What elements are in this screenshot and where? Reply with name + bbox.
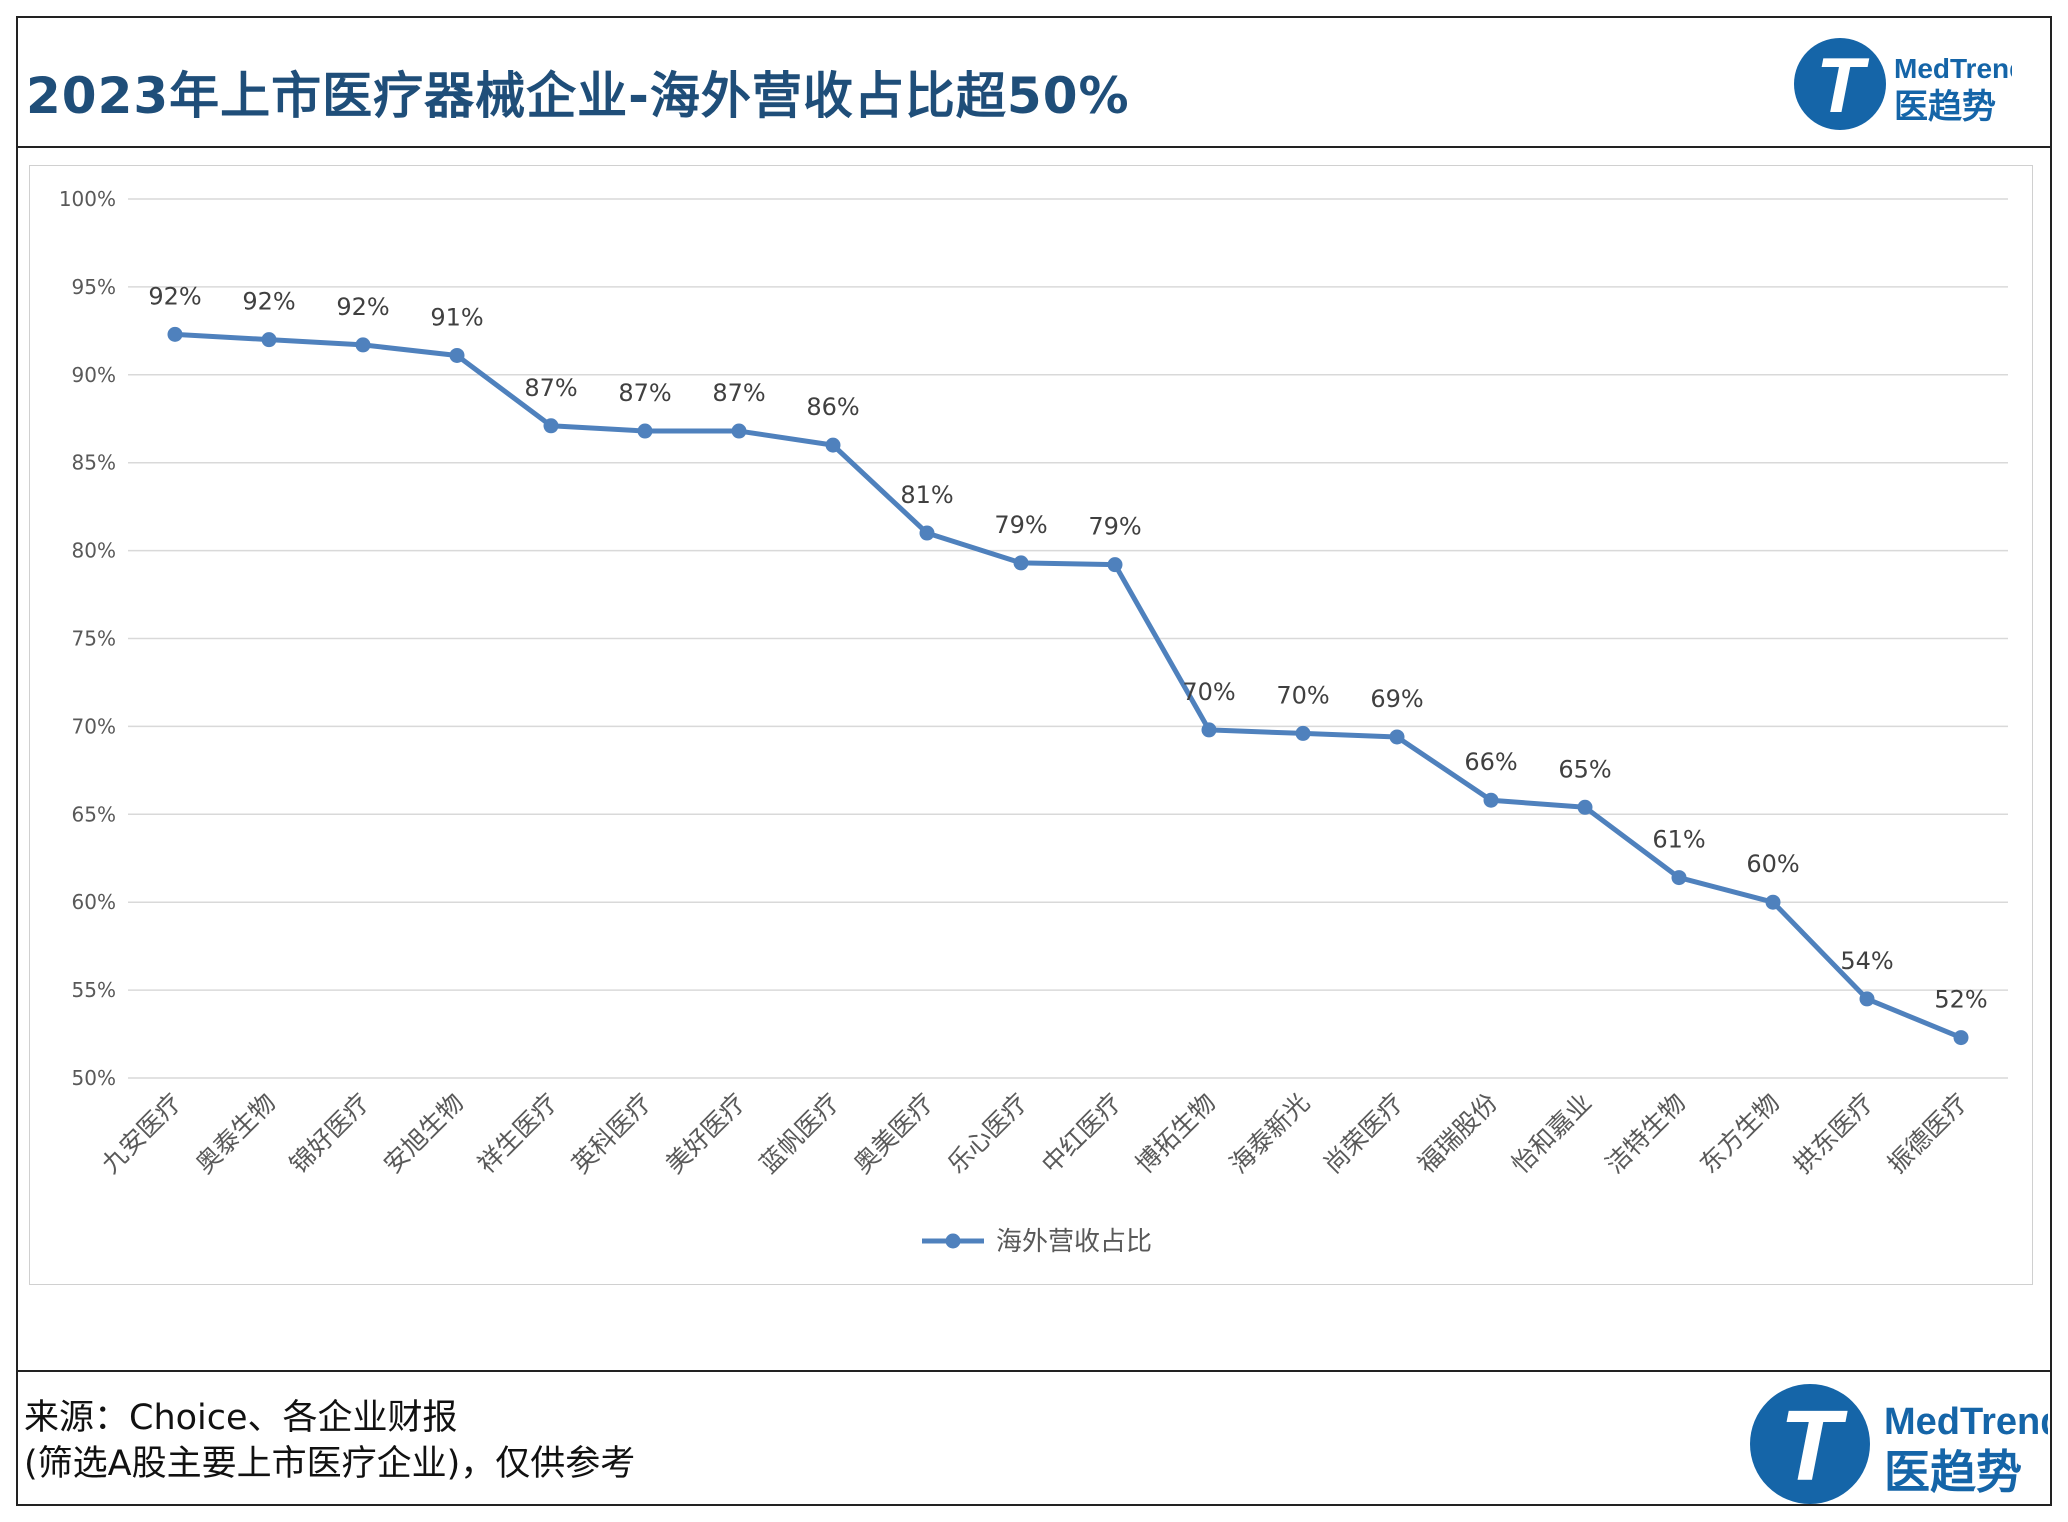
data-point	[1671, 870, 1687, 886]
header: 2023年上市医疗器械企业-海外营收占比超50% T MedTrend 医趋势	[16, 16, 2052, 148]
legend-label: 海外营收占比	[996, 1227, 1152, 1257]
source-note: 来源：Choice、各企业财报 (筛选A股主要上市医疗企业)，仅供参考	[24, 1395, 635, 1487]
data-label: 66%	[1464, 748, 1517, 776]
x-tick-label: 九安医疗	[96, 1088, 187, 1179]
data-point	[355, 337, 371, 353]
data-label: 60%	[1746, 850, 1799, 878]
data-point	[825, 437, 841, 453]
data-point	[1013, 555, 1029, 571]
data-label: 79%	[994, 511, 1047, 539]
x-tick-label: 怡和嘉业	[1506, 1088, 1597, 1179]
series-line	[174, 331, 1962, 1040]
x-tick-label: 安旭生物	[378, 1088, 469, 1179]
x-tick-label: 拱东医疗	[1788, 1088, 1879, 1179]
data-label: 87%	[712, 379, 765, 407]
x-tick-label: 福瑞股份	[1412, 1088, 1503, 1179]
y-tick-label: 95%	[72, 275, 116, 299]
data-point	[637, 423, 653, 439]
data-point	[543, 418, 559, 434]
data-label: 86%	[806, 393, 859, 421]
data-label: 91%	[430, 303, 483, 331]
data-point	[1577, 799, 1593, 815]
logo-brand-cn-bottom: 医趋势	[1884, 1445, 2022, 1499]
data-label: 87%	[524, 374, 577, 402]
medtrend-logo: T MedTrend 医趋势	[1794, 38, 2012, 130]
y-tick-label: 80%	[72, 539, 116, 563]
data-point	[1201, 722, 1217, 738]
data-label: 92%	[242, 288, 295, 316]
x-tick-label: 海泰新光	[1224, 1088, 1315, 1179]
logo-circle-icon-bottom	[1750, 1384, 1870, 1504]
data-label: 81%	[900, 481, 953, 509]
y-tick-label: 90%	[72, 363, 116, 387]
data-label: 92%	[336, 293, 389, 321]
x-tick-label: 尚荣医疗	[1318, 1088, 1409, 1179]
data-point	[449, 347, 465, 363]
legend-marker	[945, 1233, 961, 1249]
x-tick-label: 锦好医疗	[284, 1088, 375, 1179]
x-tick-label: 祥生医疗	[472, 1088, 563, 1179]
y-tick-label: 70%	[72, 714, 116, 738]
data-point	[919, 525, 935, 541]
medtrend-logo-bottom: T MedTrend 医趋势	[1750, 1384, 2048, 1504]
line-chart: 50% 55% 60% 65% 70% 75% 80% 85% 90% 95% 100% 九安医疗 奥泰…	[59, 187, 2008, 1257]
x-tick-label: 中红医疗	[1036, 1088, 1127, 1179]
y-tick-label: 85%	[72, 451, 116, 475]
x-tick-label: 东方生物	[1694, 1088, 1785, 1179]
data-point	[1295, 725, 1311, 741]
logo-letter: T	[1816, 41, 1870, 129]
outer-frame	[16, 16, 2052, 1506]
x-tick-label: 振德医疗	[1882, 1088, 1973, 1179]
source-line-2: (筛选A股主要上市医疗企业)，仅供参考	[24, 1444, 636, 1484]
data-point	[261, 332, 277, 348]
data-label: 61%	[1652, 826, 1705, 854]
data-label: 92%	[148, 282, 201, 310]
logo-brand-en: MedTrend	[1894, 53, 2012, 84]
data-label: 65%	[1558, 755, 1611, 783]
data-label: 69%	[1370, 685, 1423, 713]
y-tick-label: 60%	[72, 890, 116, 914]
data-label: 79%	[1088, 513, 1141, 541]
data-point	[731, 423, 747, 439]
y-tick-label: 65%	[72, 802, 116, 826]
data-point	[1859, 991, 1875, 1007]
x-tick-label: 蓝帆医疗	[754, 1088, 845, 1179]
x-tick-label: 奥美医疗	[848, 1088, 939, 1179]
x-tick-label: 乐心医疗	[942, 1088, 1033, 1179]
x-tick-label: 英科医疗	[566, 1088, 657, 1179]
data-point	[1953, 1030, 1969, 1046]
logo-letter-bottom: T	[1779, 1390, 1848, 1502]
y-tick-label: 75%	[72, 627, 116, 651]
data-label: 70%	[1182, 678, 1235, 706]
data-point	[1483, 792, 1499, 808]
data-point	[1765, 894, 1781, 910]
x-tick-label: 洁特生物	[1600, 1088, 1691, 1179]
data-label: 54%	[1840, 947, 1893, 975]
data-label: 70%	[1276, 681, 1329, 709]
logo-brand-cn: 医趋势	[1894, 87, 1996, 127]
source-line-1: 来源：Choice、各企业财报	[24, 1398, 458, 1438]
x-tick-label: 美好医疗	[660, 1088, 751, 1179]
x-tick-label: 博拓生物	[1130, 1088, 1221, 1179]
x-tick-label: 奥泰生物	[190, 1088, 281, 1179]
data-label: 87%	[618, 379, 671, 407]
chart-area: 50% 55% 60% 65% 70% 75% 80% 85% 90% 95% 100% 九安医疗 奥泰…	[29, 165, 2033, 1285]
y-tick-label: 50%	[72, 1066, 116, 1090]
y-tick-label: 100%	[59, 187, 116, 211]
data-point	[1107, 557, 1123, 573]
y-tick-label: 55%	[72, 978, 116, 1002]
footer-divider	[16, 1370, 2052, 1372]
data-label: 52%	[1934, 986, 1987, 1014]
logo-brand-en-bottom: MedTrend	[1884, 1401, 2048, 1443]
data-point	[167, 326, 183, 342]
data-point	[1389, 729, 1405, 745]
page-title: 2023年上市医疗器械企业-海外营收占比超50%	[26, 67, 1130, 125]
logo-circle-icon	[1794, 38, 1886, 130]
